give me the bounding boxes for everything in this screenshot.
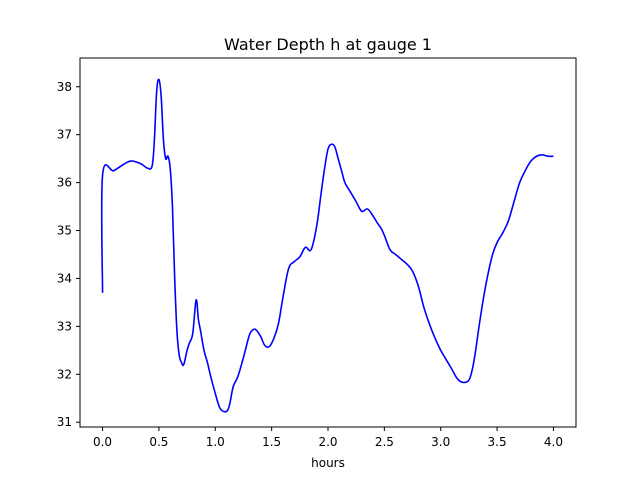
y-tick-label: 32 xyxy=(57,367,72,381)
x-tick-label: 3.0 xyxy=(431,435,450,449)
x-tick-label: 0.5 xyxy=(149,435,168,449)
plot-area xyxy=(100,78,554,413)
x-tick-label: 1.5 xyxy=(262,435,281,449)
chart-title: Water Depth h at gauge 1 xyxy=(224,35,432,54)
y-tick-label: 37 xyxy=(57,128,72,142)
x-tick-label: 3.5 xyxy=(488,435,507,449)
x-tick-label: 2.0 xyxy=(318,435,337,449)
y-tick-label: 34 xyxy=(57,271,72,285)
y-tick-label: 33 xyxy=(57,319,72,333)
x-axis: 0.0 0.5 1.0 1.5 2.0 2.5 3.0 3.5 4.0 xyxy=(93,427,563,449)
axes-frame xyxy=(79,57,577,428)
y-tick-label: 31 xyxy=(57,415,72,429)
x-tick-label: 0.0 xyxy=(93,435,112,449)
x-tick-label: 1.0 xyxy=(206,435,225,449)
x-tick-label: 4.0 xyxy=(544,435,563,449)
y-tick-label: 36 xyxy=(57,176,72,190)
x-tick-label: 2.5 xyxy=(375,435,394,449)
y-tick-label: 35 xyxy=(57,224,72,238)
y-axis: 31 32 33 34 35 36 37 38 xyxy=(57,80,80,429)
x-axis-label: hours xyxy=(311,456,345,470)
series-line-0 xyxy=(100,78,554,413)
y-tick-label: 38 xyxy=(57,80,72,94)
